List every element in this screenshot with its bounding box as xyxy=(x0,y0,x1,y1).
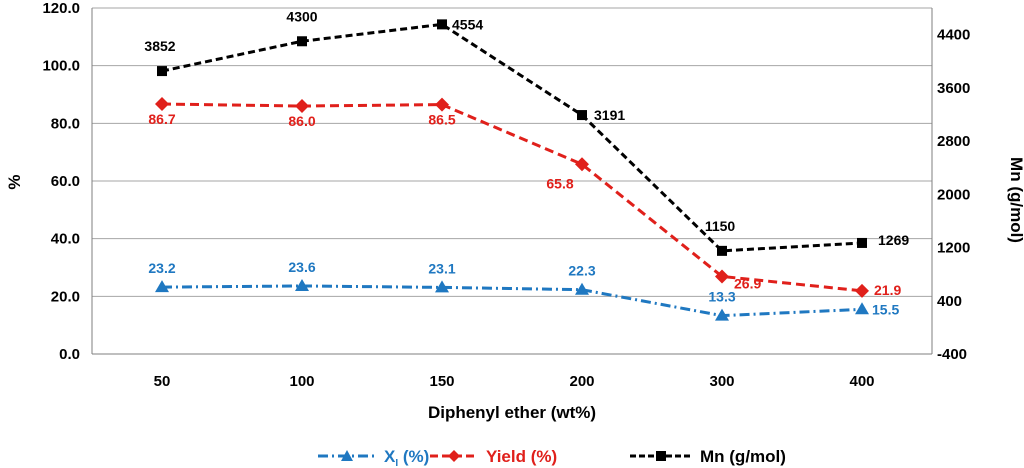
marker-yield xyxy=(435,97,449,112)
data-label: 23.2 xyxy=(148,260,175,276)
y2-tick-label: 2800 xyxy=(937,133,970,150)
y-axis-title: % xyxy=(5,174,24,189)
series-line-0 xyxy=(161,284,863,318)
marker-yield xyxy=(295,99,309,114)
y-tick-label: 20.0 xyxy=(51,288,80,305)
y-tick-label: 120.0 xyxy=(42,0,80,17)
legend-marker-xi xyxy=(341,450,353,461)
y-tick-label: 40.0 xyxy=(51,231,80,248)
data-label: 3191 xyxy=(594,107,625,123)
data-label: 86.7 xyxy=(148,111,175,127)
marker-yield xyxy=(575,157,589,172)
series-group xyxy=(155,19,869,321)
data-label: 1150 xyxy=(705,218,736,234)
x-tick-label: 150 xyxy=(429,373,454,390)
data-label: 22.3 xyxy=(568,263,595,279)
marker-xi xyxy=(575,282,589,295)
data-label: 23.1 xyxy=(428,260,455,276)
marker-yield xyxy=(155,97,169,112)
y-tick-label: 60.0 xyxy=(51,173,80,190)
legend-label-xi-main: X xyxy=(384,447,396,466)
data-label: 4554 xyxy=(452,16,483,32)
series-line-2 xyxy=(161,22,863,253)
y2-tick-labels: -400 400 1200 2000 2800 3600 4400 xyxy=(937,27,970,363)
data-label: 26.9 xyxy=(734,275,761,291)
data-label: 23.6 xyxy=(288,259,315,275)
legend-label-xi-tail: (%) xyxy=(398,447,429,466)
marker-mn xyxy=(437,19,447,30)
legend-item-xi: XI (%) xyxy=(318,447,429,468)
legend-item-yield: Yield (%) xyxy=(430,447,557,466)
data-label: 3852 xyxy=(144,38,175,54)
x-tick-label: 100 xyxy=(289,373,314,390)
data-label: 65.8 xyxy=(546,175,573,191)
y-tick-label: 100.0 xyxy=(42,58,80,75)
marker-xi xyxy=(715,308,729,321)
legend-label-xi-sub: I xyxy=(395,458,398,468)
marker-xi xyxy=(435,280,449,293)
marker-mn xyxy=(297,36,307,47)
y2-tick-label: 3600 xyxy=(937,80,970,97)
legend: XI (%) Yield (%) Mn (g/mol) xyxy=(318,447,786,468)
data-label: 86.0 xyxy=(288,113,315,129)
data-label: 15.5 xyxy=(872,301,899,317)
gridlines xyxy=(92,7,932,297)
marker-mn xyxy=(157,66,167,77)
axes xyxy=(91,8,933,355)
y2-tick-label: -400 xyxy=(937,346,967,363)
x-axis-title: Diphenyl ether (wt%) xyxy=(428,403,596,422)
data-label: 1269 xyxy=(878,232,909,248)
x-tick-label: 400 xyxy=(849,373,874,390)
legend-label-yield: Yield (%) xyxy=(486,447,557,466)
marker-xi xyxy=(295,278,309,291)
y2-tick-label: 400 xyxy=(937,293,962,310)
data-labels: 23.2 23.6 23.1 22.3 13.3 15.5 86.7 86.0 86.5 65.8… xyxy=(144,8,909,317)
data-label: 13.3 xyxy=(708,289,735,305)
legend-marker-yield xyxy=(448,450,460,462)
x-tick-label: 50 xyxy=(154,373,171,390)
legend-label-mn: Mn (g/mol) xyxy=(700,447,786,466)
series-line-1 xyxy=(161,102,863,293)
marker-mn xyxy=(857,237,867,248)
data-label: 4300 xyxy=(286,8,317,24)
marker-yield xyxy=(855,283,869,298)
y2-tick-label: 2000 xyxy=(937,186,970,203)
marker-mn xyxy=(717,245,727,256)
marker-xi xyxy=(155,280,169,293)
x-tick-label: 300 xyxy=(709,373,734,390)
legend-label-xi: XI (%) xyxy=(384,447,429,468)
data-label: 21.9 xyxy=(874,282,901,298)
data-label: 86.5 xyxy=(428,112,455,128)
y-tick-label: 80.0 xyxy=(51,115,80,132)
y2-axis-title: Mn (g/mol) xyxy=(1007,157,1024,243)
marker-mn xyxy=(577,110,587,121)
marker-xi xyxy=(855,302,869,315)
x-tick-label: 200 xyxy=(569,373,594,390)
y-tick-labels: 0.0 20.0 40.0 60.0 80.0 100.0 120.0 xyxy=(42,0,80,363)
legend-item-mn: Mn (g/mol) xyxy=(630,447,786,466)
y-tick-label: 0.0 xyxy=(59,346,80,363)
y2-tick-label: 4400 xyxy=(937,27,970,44)
y2-tick-label: 1200 xyxy=(937,240,970,257)
legend-marker-mn xyxy=(656,451,666,461)
marker-yield xyxy=(715,269,729,284)
x-tick-labels: 50 100 150 200 300 400 xyxy=(154,373,875,390)
